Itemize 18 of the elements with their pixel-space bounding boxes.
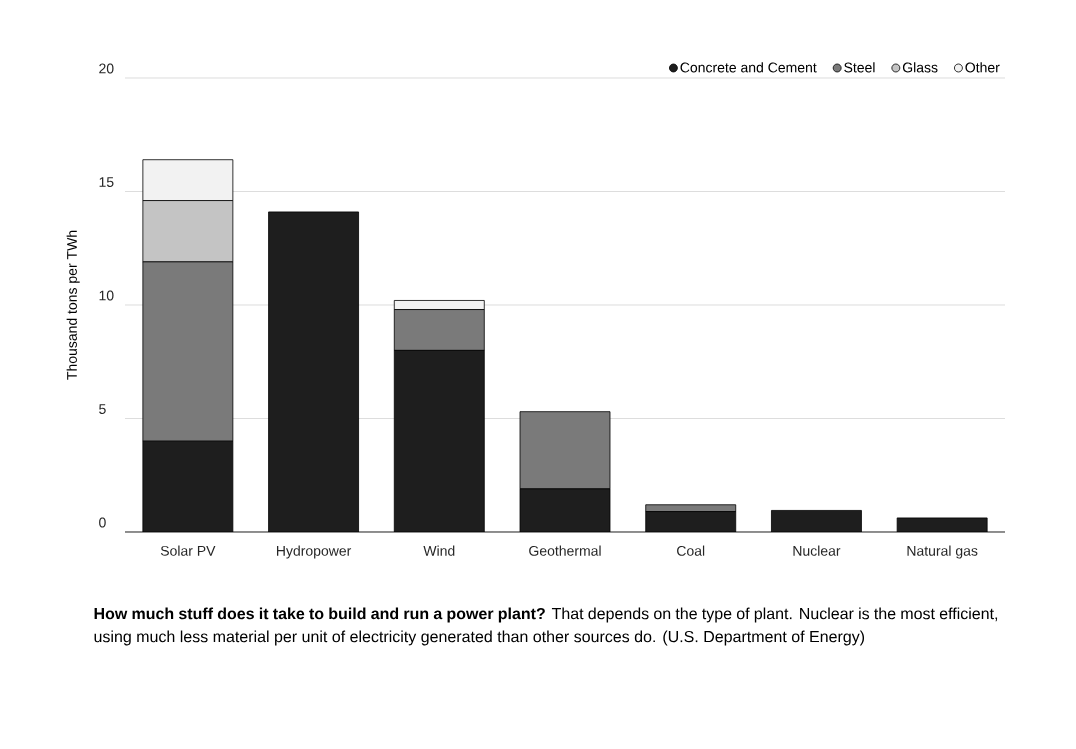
x-tick-label: Solar PV [160,545,216,556]
x-tick-label: Geothermal [529,545,601,556]
legend-label: Steel [844,62,875,73]
legend-label: Concrete and Cement [680,62,817,73]
y-tick-label: 0 [99,517,106,528]
x-tick-label: Natural gas [907,545,978,559]
x-tick-label: Wind [423,545,455,556]
text: How much stuff does it take to build and run a power plant? That depends on the type of plant. Nuclear is the most efficient, using much less material per unit of electricity generated than other sources do. (U.S. Department of Energy) [94,607,998,646]
legend-label: Glass [902,62,938,73]
y-tick-label: 15 [99,177,114,187]
x-tick-label: Nuclear [793,545,841,556]
y-tick-label: 5 [99,404,106,414]
x-tick-label: Coal [677,545,705,556]
y-tick-label: 10 [99,290,114,301]
y-axis-title: Thousand tons per TWh [66,230,80,380]
y-tick-label: 20 [99,63,114,74]
x-tick-label: Hydropower [276,545,352,559]
legend-label: Other [965,62,1000,73]
